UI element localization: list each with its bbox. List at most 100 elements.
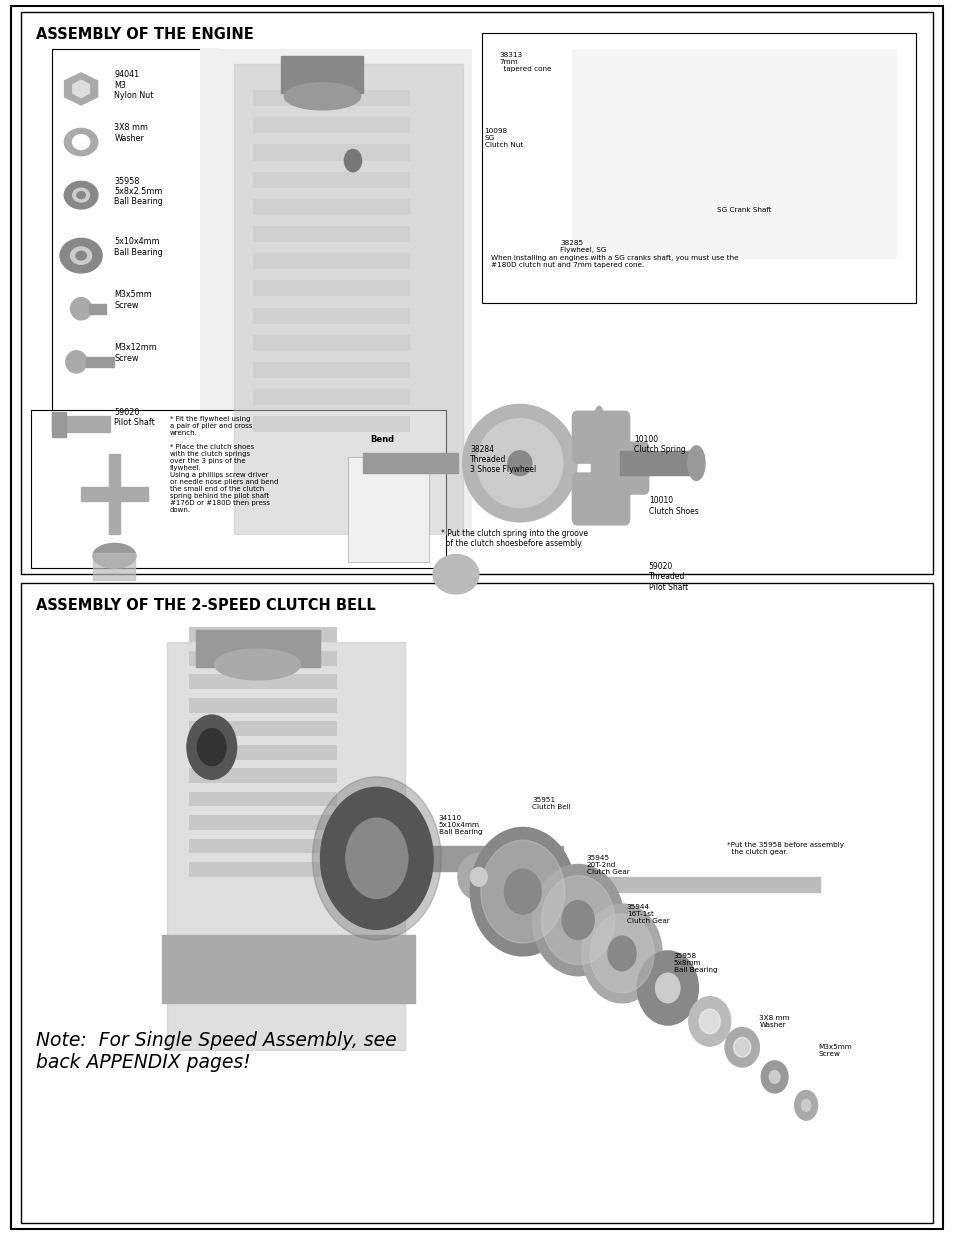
Ellipse shape — [541, 876, 614, 965]
Text: 10098
SG
Clutch Nut: 10098 SG Clutch Nut — [484, 128, 522, 148]
FancyBboxPatch shape — [572, 411, 629, 463]
Bar — [189, 768, 336, 783]
Bar — [86, 357, 114, 367]
Text: When installing an engines with a SG cranks shaft, you must use the
#180D clutch: When installing an engines with a SG cra… — [491, 254, 739, 268]
Bar — [52, 416, 110, 432]
Ellipse shape — [345, 819, 408, 899]
Bar — [93, 553, 135, 580]
Text: ASSEMBLY OF THE ENGINE: ASSEMBLY OF THE ENGINE — [36, 27, 253, 42]
Bar — [253, 280, 410, 296]
Ellipse shape — [507, 451, 531, 475]
Ellipse shape — [64, 182, 98, 209]
FancyBboxPatch shape — [30, 410, 445, 568]
Bar — [253, 335, 410, 351]
Ellipse shape — [457, 853, 499, 900]
Ellipse shape — [607, 936, 636, 971]
Bar — [189, 674, 336, 689]
Ellipse shape — [284, 83, 360, 110]
Ellipse shape — [655, 973, 679, 1003]
Ellipse shape — [480, 840, 564, 944]
Ellipse shape — [699, 1009, 720, 1034]
Bar — [362, 453, 457, 473]
Polygon shape — [72, 80, 90, 98]
Bar — [253, 90, 410, 106]
FancyBboxPatch shape — [481, 33, 915, 303]
Text: 59020
Pilot Shaft: 59020 Pilot Shaft — [114, 408, 155, 427]
Text: 3X8 mm
Washer: 3X8 mm Washer — [114, 124, 149, 143]
Ellipse shape — [64, 128, 98, 156]
Ellipse shape — [794, 1091, 817, 1120]
Text: 35944
16T-1st
Clutch Gear: 35944 16T-1st Clutch Gear — [626, 904, 669, 924]
FancyBboxPatch shape — [591, 442, 648, 494]
Ellipse shape — [75, 252, 86, 261]
Ellipse shape — [60, 238, 102, 273]
Bar — [253, 226, 410, 242]
Text: ASSEMBLY OF THE 2-SPEED CLUTCH BELL: ASSEMBLY OF THE 2-SPEED CLUTCH BELL — [36, 598, 375, 613]
Bar — [189, 792, 336, 806]
Ellipse shape — [72, 188, 90, 203]
Bar — [281, 56, 362, 93]
Bar — [162, 935, 415, 1003]
Text: 5x10x4mm
Ball Bearing: 5x10x4mm Ball Bearing — [114, 237, 163, 257]
Ellipse shape — [71, 247, 91, 264]
Bar — [253, 389, 410, 405]
Bar — [167, 642, 405, 1050]
Ellipse shape — [801, 1099, 810, 1112]
Ellipse shape — [688, 997, 730, 1046]
Polygon shape — [65, 73, 97, 105]
Text: * Put the clutch spring into the groove
  of the clutch shoesbefore assembly.: * Put the clutch spring into the groove … — [440, 529, 587, 548]
Ellipse shape — [760, 1061, 787, 1093]
Bar — [619, 451, 696, 475]
Bar — [81, 487, 148, 501]
Ellipse shape — [733, 1037, 750, 1057]
Ellipse shape — [344, 149, 361, 172]
Bar — [572, 49, 896, 259]
Bar — [253, 172, 410, 188]
Bar — [189, 651, 336, 666]
Bar — [253, 253, 410, 269]
Bar — [391, 846, 562, 871]
Ellipse shape — [71, 298, 91, 320]
Ellipse shape — [724, 1028, 759, 1067]
FancyBboxPatch shape — [52, 49, 219, 475]
Ellipse shape — [312, 777, 440, 940]
Bar — [253, 117, 410, 133]
Ellipse shape — [504, 869, 540, 914]
Text: 34110
5x10x4mm
Ball Bearing: 34110 5x10x4mm Ball Bearing — [438, 815, 482, 835]
Ellipse shape — [581, 904, 661, 1003]
Ellipse shape — [92, 543, 135, 568]
Ellipse shape — [77, 191, 85, 199]
FancyBboxPatch shape — [21, 583, 932, 1223]
Ellipse shape — [433, 555, 478, 594]
Text: Note:  For Single Speed Assembly, see
back APPENDIX pages!: Note: For Single Speed Assembly, see bac… — [36, 1031, 396, 1072]
Ellipse shape — [214, 650, 300, 679]
Ellipse shape — [470, 867, 487, 887]
Ellipse shape — [637, 951, 698, 1025]
Text: 10100
Clutch Spring: 10100 Clutch Spring — [634, 435, 685, 454]
Text: 35951
Clutch Bell: 35951 Clutch Bell — [532, 797, 571, 810]
FancyBboxPatch shape — [11, 6, 942, 1229]
Ellipse shape — [476, 419, 562, 508]
Bar — [189, 862, 336, 877]
Ellipse shape — [66, 351, 87, 373]
Ellipse shape — [187, 715, 236, 779]
Bar — [52, 412, 66, 437]
Bar — [189, 627, 336, 642]
Ellipse shape — [768, 1071, 780, 1083]
Ellipse shape — [687, 446, 704, 480]
Text: M3x5mm
Screw: M3x5mm Screw — [114, 290, 152, 310]
Text: 35958
5x8mm
Ball Bearing: 35958 5x8mm Ball Bearing — [673, 953, 717, 973]
Text: 38285
Flywheel, SG: 38285 Flywheel, SG — [559, 240, 606, 253]
Bar — [253, 144, 410, 161]
Ellipse shape — [594, 406, 603, 433]
Bar — [189, 745, 336, 760]
Bar — [253, 416, 410, 432]
Ellipse shape — [462, 405, 577, 522]
Bar — [253, 199, 410, 215]
Text: 35958
5x8x2.5mm
Ball Bearing: 35958 5x8x2.5mm Ball Bearing — [114, 177, 163, 206]
Ellipse shape — [561, 900, 594, 940]
Ellipse shape — [197, 729, 226, 766]
Bar — [253, 308, 410, 324]
Bar — [467, 877, 820, 892]
FancyBboxPatch shape — [21, 12, 932, 574]
